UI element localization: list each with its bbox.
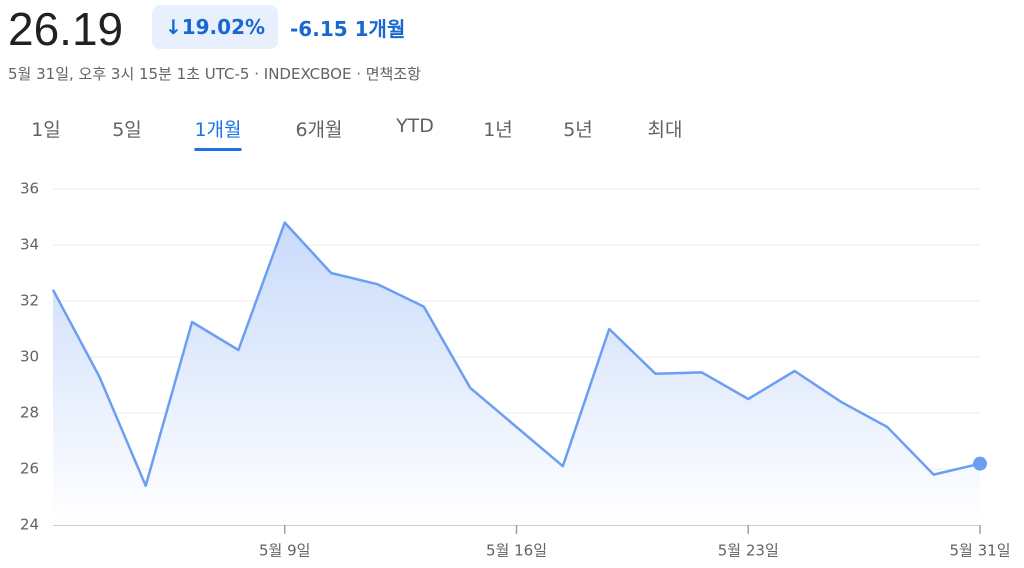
y-tick-label: 36 <box>20 180 39 198</box>
area <box>53 222 980 525</box>
change-badge: ↓ 19.02% <box>152 5 278 49</box>
last-point <box>973 456 987 471</box>
tab[interactable]: 1일 <box>31 119 61 141</box>
tab[interactable]: YTD <box>396 115 434 137</box>
tab[interactable]: 5년 <box>563 119 593 141</box>
timestamp: 5월 31일, 오후 3시 15분 1초 UTC-5 · INDEXCBOE ·… <box>8 65 421 83</box>
y-tick-label: 34 <box>20 236 39 254</box>
line <box>51 221 981 488</box>
price: 26.19 <box>8 3 124 55</box>
tab[interactable]: 최대 <box>647 119 683 141</box>
x-tick-label: 5월 31일 <box>950 542 1011 560</box>
x-tick-label: 5월 9일 <box>259 542 310 560</box>
x-tick-label: 5월 23일 <box>718 542 779 560</box>
tab[interactable]: 5일 <box>112 119 142 141</box>
y-tick-label: 30 <box>20 348 39 366</box>
change: -6.15 1개월 <box>290 13 405 42</box>
y-tick-label: 28 <box>20 404 39 422</box>
change-period: 1개월 <box>354 17 406 41</box>
change-pct: 19.02% <box>181 15 266 39</box>
y-tick-label: 26 <box>20 460 39 478</box>
tab[interactable]: 6개월 <box>295 119 343 141</box>
y-tick-label: 32 <box>20 292 39 310</box>
arrow-icon: ↓ <box>164 15 182 39</box>
x-tick-label: 5월 16일 <box>486 542 547 560</box>
tab[interactable]: 1년 <box>483 119 513 141</box>
change-abs: -6.15 <box>290 17 348 41</box>
y-tick-label: 24 <box>20 516 39 534</box>
tab[interactable]: 1개월 <box>194 115 242 151</box>
